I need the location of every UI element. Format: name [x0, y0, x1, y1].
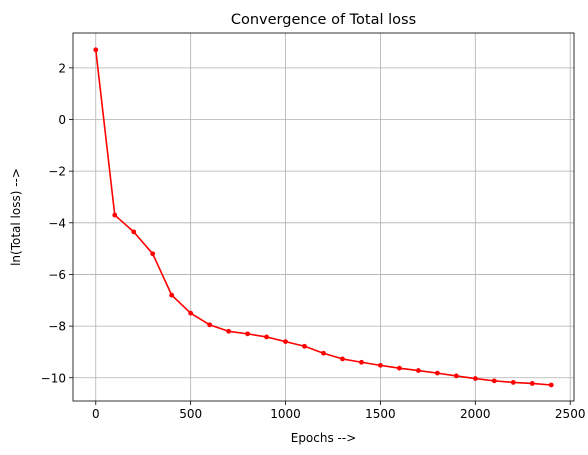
y-tick-label: −6 — [48, 268, 66, 282]
y-tick-label: 2 — [58, 61, 66, 75]
data-point — [264, 334, 269, 340]
data-point — [112, 212, 118, 218]
y-tick-label: −2 — [48, 165, 66, 179]
data-point — [302, 343, 307, 349]
chart-title: Convergence of Total loss — [231, 12, 416, 28]
y-axis-label: ln(Total loss) --> — [9, 168, 23, 266]
data-series — [93, 47, 554, 388]
data-point — [359, 359, 364, 365]
x-tick-label: 2000 — [460, 407, 491, 421]
y-tick-label: −8 — [48, 320, 66, 334]
x-tick-label: 0 — [92, 407, 100, 421]
x-tick-label: 1000 — [270, 407, 301, 421]
x-tick-label: 1500 — [365, 407, 396, 421]
data-point — [321, 350, 326, 356]
x-tick-label: 500 — [179, 407, 202, 421]
y-tick-label: −4 — [48, 216, 66, 230]
plot-frame — [72, 32, 575, 402]
data-point — [472, 376, 478, 381]
data-point — [491, 378, 497, 384]
data-point — [340, 356, 345, 362]
data-point — [378, 362, 383, 368]
data-point — [434, 370, 440, 376]
data-point — [529, 381, 535, 386]
data-point — [510, 380, 516, 385]
data-point — [548, 382, 554, 388]
y-tick-label: −10 — [41, 371, 66, 385]
data-point — [169, 292, 175, 298]
data-point — [188, 310, 194, 316]
data-point — [453, 373, 459, 379]
axis-ticks: 0 500 1000 1500 2000 2500 2 0 −2 −4 −6 −8 −10 — [41, 61, 586, 421]
data-point — [207, 322, 213, 328]
y-tick-label: 0 — [58, 113, 66, 127]
data-point — [150, 251, 156, 257]
grid-lines — [73, 33, 574, 401]
data-point — [397, 365, 402, 371]
data-point — [131, 229, 137, 235]
x-axis-label: Epochs --> — [291, 431, 357, 445]
x-tick-label: 2500 — [555, 407, 586, 421]
data-point — [415, 368, 421, 373]
data-point — [245, 331, 250, 337]
data-point — [93, 47, 99, 53]
data-point — [283, 339, 288, 345]
data-point — [226, 328, 232, 334]
